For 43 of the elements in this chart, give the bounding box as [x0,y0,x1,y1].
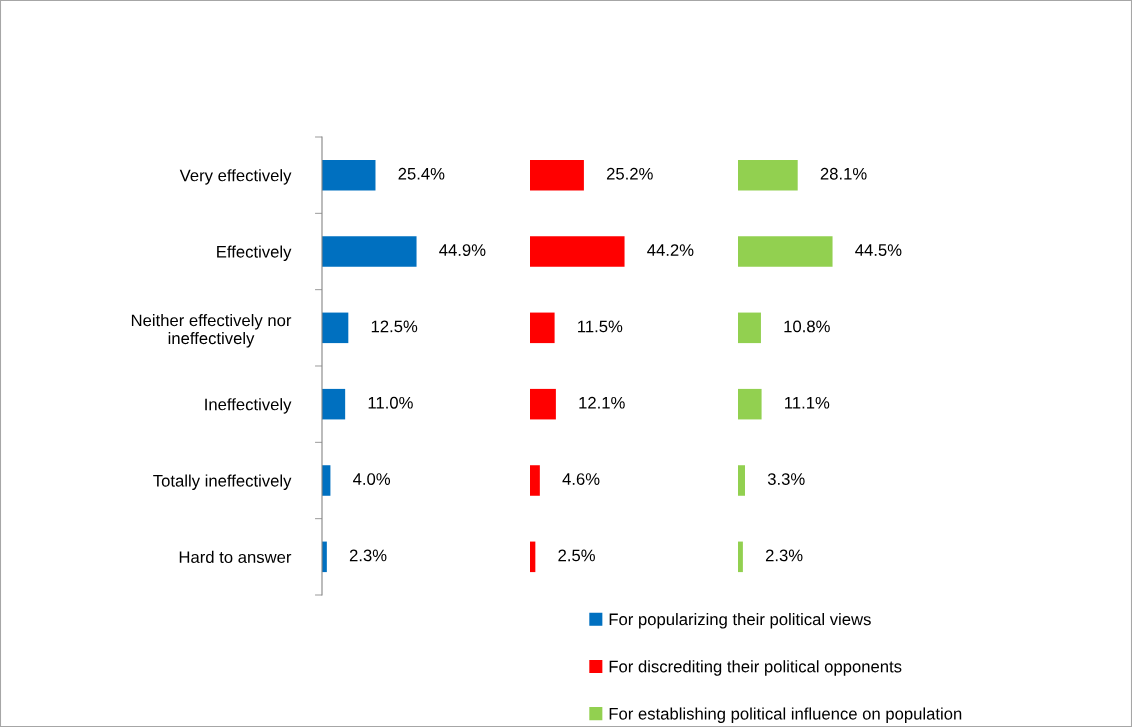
y-tick-label: Neither effectively nor ineffectively [131,314,292,348]
y-tick-label: Effectively [217,245,292,261]
legend-label: For discrediting their political opponents [609,660,902,676]
legend-label: For establishing political influence on population [609,707,962,723]
data-label: 11.5% [578,320,623,333]
data-label: 2.3% [349,549,387,562]
bar [530,312,555,344]
data-label: 25.4% [398,167,445,180]
data-label: 44.2% [647,244,694,256]
bar [530,465,540,496]
bar [530,236,625,267]
y-tick-label: Very effectively [179,169,292,185]
data-label: 25.2% [606,167,653,180]
bar [322,236,417,267]
bar [322,388,346,420]
data-label: 4.0% [353,473,391,485]
bar [322,312,349,344]
data-label: 44.9% [439,244,486,256]
bar [530,541,536,573]
data-label: 12.1% [579,396,625,409]
legend-label: For popularizing their political views [609,613,871,629]
bar [738,541,743,573]
data-label: 11.0% [368,396,413,409]
data-label: 12.5% [371,320,418,333]
bar [530,388,556,420]
y-tick-label: Ineffectively [205,398,292,414]
data-label: 2.3% [765,549,803,562]
data-label: 10.8% [784,320,830,333]
bar [738,159,798,191]
data-label: 3.3% [767,473,805,485]
y-tick-label: Hard to answer [179,550,292,564]
bar [738,236,833,267]
data-label: 28.1% [820,167,867,180]
bar [530,159,584,191]
bar [738,388,762,420]
data-label: 2.5% [558,549,595,562]
bar [738,465,746,496]
y-tick-label: Totally ineffectively [153,474,292,490]
data-label: 44.5% [855,244,902,256]
data-label: 4.6% [562,473,600,485]
bar [322,159,376,191]
bar [738,312,761,344]
data-label: 11.1% [785,396,830,409]
